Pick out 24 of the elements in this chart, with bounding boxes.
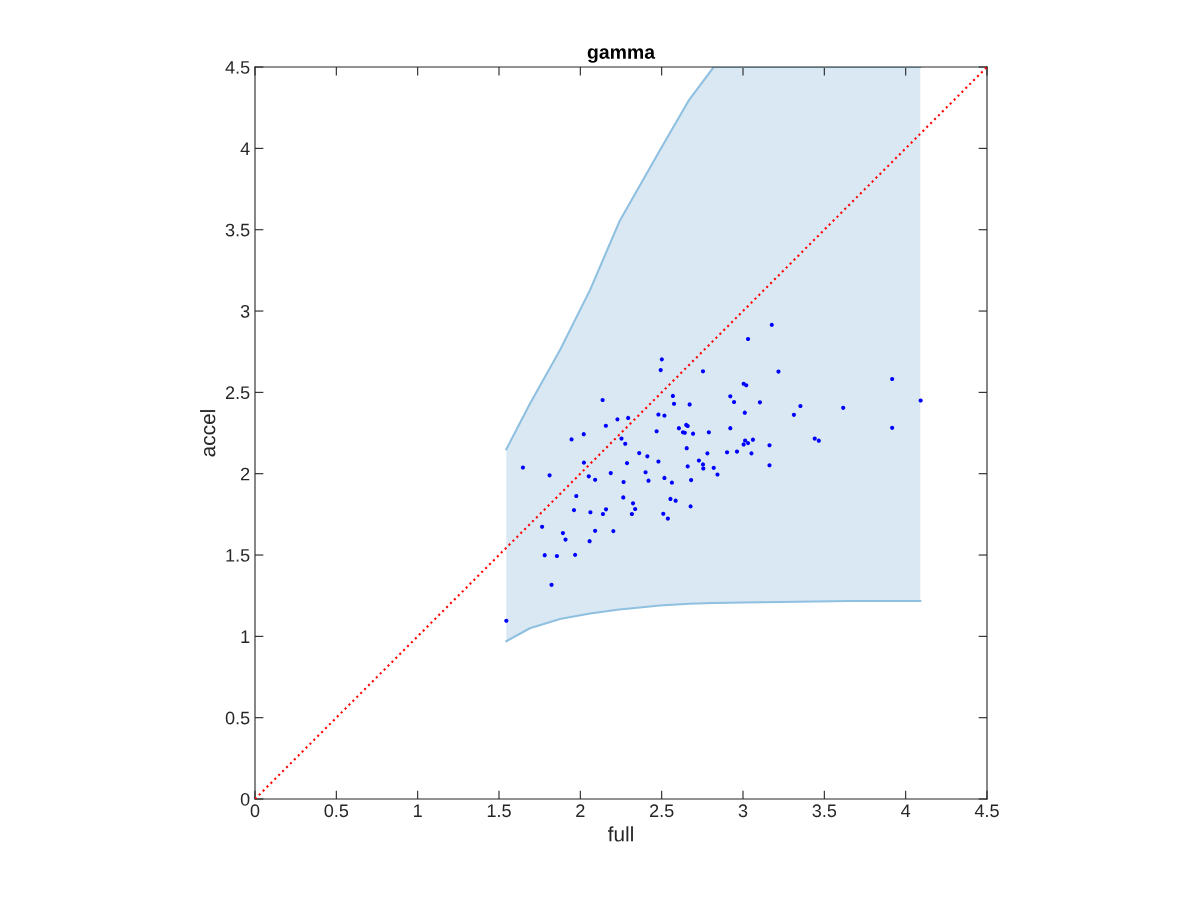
y-tick-label: 0 xyxy=(240,792,250,806)
x-tick-label: 3.5 xyxy=(812,804,837,818)
x-tick-label: 1.5 xyxy=(487,804,511,818)
y-tick-label: 1.5 xyxy=(226,549,250,562)
x-tick-label: 2 xyxy=(576,804,585,817)
y-axis-title: accel xyxy=(200,410,216,457)
y-tick-label: 3 xyxy=(240,304,250,318)
y-tick-label: 3.5 xyxy=(225,223,250,237)
y-tick-label: 4 xyxy=(240,142,250,155)
line-series xyxy=(505,600,922,643)
x-tick-label: 0.5 xyxy=(324,804,349,818)
x-tick-label: 4 xyxy=(901,804,911,817)
y-tick-label: 4.5 xyxy=(225,61,250,74)
x-tick-label: 1 xyxy=(414,804,422,817)
y-tick-label: 2 xyxy=(241,467,250,481)
x-tick-label: 2.5 xyxy=(650,804,674,818)
chart-title: gamma xyxy=(587,48,656,63)
y-tick-label: 0.5 xyxy=(225,711,250,725)
x-tick-label: 4.5 xyxy=(974,804,999,818)
x-axis-title: full xyxy=(607,826,633,842)
x-tick-label: 3 xyxy=(738,804,748,818)
x-tick-label: 0 xyxy=(250,804,260,818)
y-tick-label: 2.5 xyxy=(225,386,250,400)
y-tick-label: 1 xyxy=(241,630,250,643)
